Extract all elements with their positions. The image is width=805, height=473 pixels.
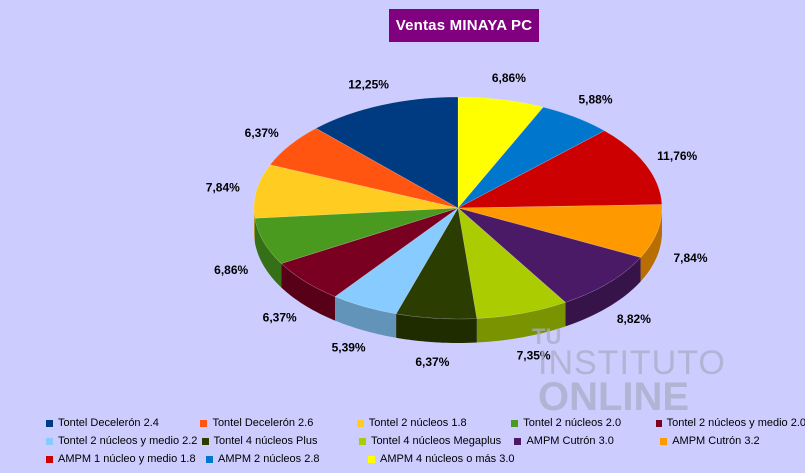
chart-title: Ventas MINAYA PC bbox=[389, 9, 539, 42]
legend-item: Tontel 4 núcleos Plus bbox=[201, 435, 359, 447]
data-label-6: 6,37% bbox=[415, 355, 449, 369]
legend-label: AMPM 4 núcleos o más 3.0 bbox=[380, 453, 515, 465]
pie-slice-2 bbox=[457, 130, 663, 209]
legend-item: Tontel 2 núcleos 2.0 bbox=[511, 417, 656, 429]
legend-item: AMPM Cutrón 3.0 bbox=[514, 435, 660, 447]
legend-item: Tontel 2 núcleos y medio 2.2 bbox=[46, 435, 202, 447]
pie-slice-4 bbox=[457, 207, 642, 303]
legend-swatch bbox=[46, 419, 53, 427]
legend-swatch bbox=[511, 419, 519, 427]
legend-swatch bbox=[514, 437, 522, 445]
legend-swatch bbox=[46, 455, 53, 463]
chart-legend: Tontel Decelerón 2.4 Tontel Decelerón 2.6… bbox=[46, 414, 805, 468]
pie-slice-12 bbox=[315, 96, 459, 209]
pie-slice-8 bbox=[280, 207, 459, 297]
legend-swatch bbox=[206, 455, 213, 463]
legend-label: Tontel 4 núcleos Plus bbox=[213, 435, 318, 447]
pie-slice-5 bbox=[457, 207, 566, 319]
pie-slice-10 bbox=[253, 164, 459, 219]
legend-item: AMPM Cutrón 3.2 bbox=[660, 435, 805, 447]
pie-slice-side-6 bbox=[396, 313, 477, 343]
pie-slice-9 bbox=[254, 207, 459, 264]
data-label-12: 12,25% bbox=[348, 78, 389, 92]
legend-label: Tontel 2 núcleos y medio 2.0 bbox=[666, 417, 805, 429]
legend-item: AMPM 4 núcleos o más 3.0 bbox=[368, 453, 528, 465]
pie-slice-7 bbox=[334, 207, 459, 315]
legend-label: Tontel Decelerón 2.6 bbox=[212, 417, 314, 429]
pie-slice-side-9 bbox=[254, 218, 282, 288]
data-label-7: 5,39% bbox=[332, 341, 366, 355]
legend-row: Tontel Decelerón 2.4 Tontel Decelerón 2.6… bbox=[46, 414, 805, 432]
data-label-3: 7,84% bbox=[673, 251, 707, 265]
legend-label: Tontel 2 núcleos 1.8 bbox=[368, 417, 467, 429]
legend-swatch bbox=[201, 437, 209, 445]
legend-item: AMPM 1 núcleo y medio 1.8 bbox=[46, 453, 206, 465]
data-label-11: 6,37% bbox=[245, 126, 279, 140]
legend-swatch bbox=[358, 437, 366, 445]
legend-label: AMPM 1 núcleo y medio 1.8 bbox=[58, 453, 196, 465]
legend-item: Tontel Decelerón 2.6 bbox=[200, 417, 356, 429]
legend-item: Tontel 4 núcleos Megaplus bbox=[358, 435, 515, 447]
legend-swatch bbox=[368, 455, 375, 463]
legend-swatch bbox=[200, 419, 208, 427]
data-label-10: 7,84% bbox=[206, 181, 240, 195]
pie-slice-6 bbox=[395, 207, 478, 320]
legend-item: AMPM 2 núcleos 2.8 bbox=[206, 453, 368, 465]
data-label-8: 6,37% bbox=[263, 311, 297, 325]
data-label-2: 11,76% bbox=[657, 149, 697, 163]
pie-slice-side-3 bbox=[640, 208, 662, 282]
data-label-1: 5,88% bbox=[578, 92, 612, 106]
legend-label: AMPM 2 núcleos 2.8 bbox=[218, 453, 320, 465]
legend-label: Tontel 4 núcleos Megaplus bbox=[370, 435, 502, 447]
legend-row: AMPM 1 núcleo y medio 1.8 AMPM 2 núcleos … bbox=[46, 450, 805, 468]
pie-slice-side-8 bbox=[281, 263, 336, 321]
legend-label: Tontel Decelerón 2.4 bbox=[58, 417, 159, 429]
legend-swatch bbox=[660, 437, 668, 445]
pie-slice-1 bbox=[457, 106, 606, 209]
legend-swatch bbox=[356, 419, 364, 427]
pie-slice-side-4 bbox=[565, 257, 641, 327]
data-label-9: 6,86% bbox=[214, 263, 248, 277]
pie-slice-side-10 bbox=[254, 208, 255, 243]
pie-slice-side-5 bbox=[476, 302, 566, 343]
legend-label: Tontel 2 núcleos 2.0 bbox=[523, 417, 622, 429]
data-label-0: 6,86% bbox=[492, 71, 526, 85]
legend-label: AMPM Cutrón 3.0 bbox=[526, 435, 614, 447]
data-label-4: 8,82% bbox=[617, 312, 651, 326]
legend-item: Tontel 2 núcleos y medio 2.0 bbox=[656, 417, 805, 429]
pie-slice-side-7 bbox=[335, 296, 397, 338]
pie-chart: 6,86% 5,88% 11,76% 7,84% 8,82% 7,35% 6,37% 5,39… bbox=[206, 71, 708, 369]
legend-label: Tontel 2 núcleos y medio 2.2 bbox=[58, 435, 198, 447]
pie-slice-11 bbox=[269, 127, 459, 209]
legend-item: Tontel Decelerón 2.4 bbox=[46, 417, 200, 429]
legend-label: AMPM Cutrón 3.2 bbox=[672, 435, 760, 447]
legend-swatch bbox=[46, 437, 53, 445]
pie-slice-0 bbox=[457, 96, 544, 209]
legend-item: Tontel 2 núcleos 1.8 bbox=[356, 417, 511, 429]
legend-row: Tontel 2 núcleos y medio 2.2 Tontel 4 núc… bbox=[46, 432, 805, 450]
pie-slice-3 bbox=[457, 204, 663, 258]
data-label-5: 7,35% bbox=[517, 349, 551, 363]
legend-swatch bbox=[656, 419, 662, 427]
